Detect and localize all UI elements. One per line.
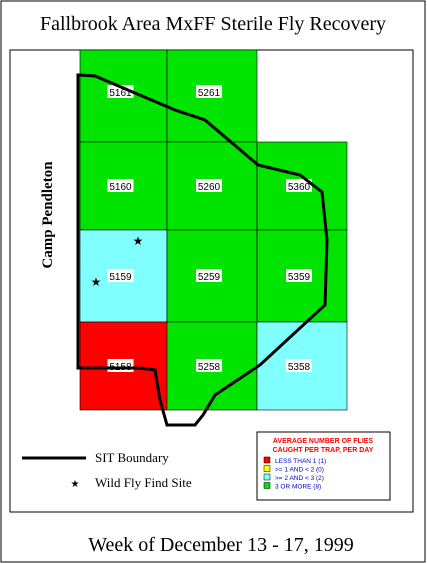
cell-label: 5160 <box>109 182 132 193</box>
cell-label: 5260 <box>198 182 221 193</box>
key-box <box>256 431 391 501</box>
footer: Week of December 13 - 17, 1999 <box>88 534 354 556</box>
star-swatch: ★ <box>71 479 80 490</box>
legend-label: SIT Boundary <box>95 450 169 465</box>
cell-label-bg <box>286 269 312 282</box>
cell-label: 5161 <box>109 88 132 99</box>
key-title: CAUGHT PER TRAP, PER DAY <box>273 447 374 454</box>
cell-label-bg <box>107 269 134 282</box>
grid-cell <box>79 321 168 411</box>
cell-label-bg <box>107 179 134 192</box>
key: AVERAGE NUMBER OF FLIES CAUGHT PER TRAP, … <box>263 438 374 491</box>
legend-label: Wild Fly Find Site <box>95 475 192 490</box>
side-label: Camp Pendleton <box>40 161 56 269</box>
cell-label: 5259 <box>198 272 221 283</box>
key-swatch <box>263 482 271 489</box>
cell-label: 5358 <box>288 362 311 373</box>
key-swatch <box>263 473 271 481</box>
title: Fallbrook Area MxFF Sterile Fly Recovery <box>40 13 386 35</box>
cell-label-bg <box>196 269 222 282</box>
cell-label: 5360 <box>288 182 311 193</box>
cell-label: 5258 <box>198 362 221 373</box>
cell-label-bg <box>196 359 222 372</box>
cell-label-bg <box>196 85 222 98</box>
key-swatch <box>263 465 271 472</box>
cell-label: 5261 <box>198 88 221 99</box>
sit-boundary <box>76 73 329 427</box>
wild-fly-star: ★ <box>133 234 144 248</box>
key-item: >= 2 AND < 3 (2) <box>275 475 324 482</box>
key-item: LESS THAN 1 (1) <box>275 458 326 465</box>
wild-fly-star: ★ <box>91 275 102 289</box>
cell-label: 5359 <box>288 272 311 283</box>
key-title: AVERAGE NUMBER OF FLIES <box>273 438 374 445</box>
key-item: >= 1 AND < 2 (0) <box>275 467 324 474</box>
key-item: 3 OR MORE (8) <box>275 484 321 491</box>
key-swatch <box>263 456 271 464</box>
cell-label: 5159 <box>109 272 132 283</box>
cell-label-bg <box>196 179 222 192</box>
cell-label-bg <box>286 359 312 372</box>
cell-label-bg <box>286 179 312 192</box>
